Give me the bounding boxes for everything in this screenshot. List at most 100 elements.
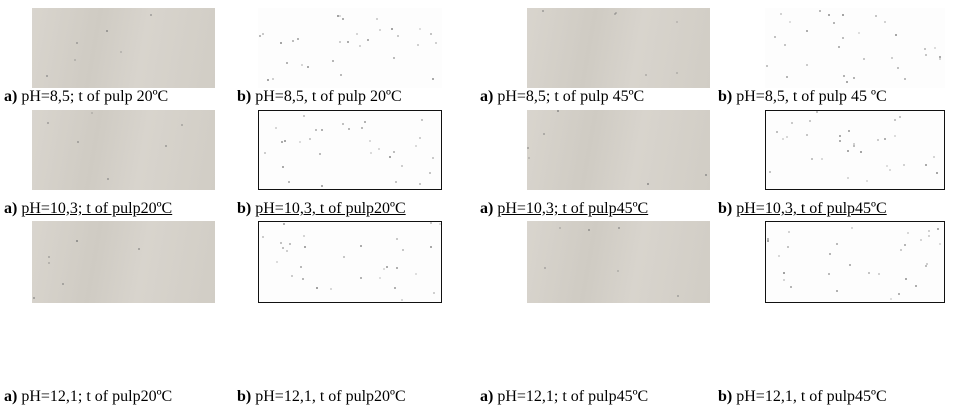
speck	[860, 151, 862, 153]
caption: a)pH=10,3; t of pulp45ºC	[480, 200, 648, 218]
caption-text: pH=10,3; t of pulp45ºC	[497, 200, 648, 217]
speck	[934, 47, 936, 49]
speck	[866, 180, 868, 182]
speck	[259, 35, 261, 37]
speck	[430, 33, 432, 35]
caption-text: pH=12,1, t of pulp45ºC	[736, 388, 886, 405]
speck	[393, 151, 395, 153]
sample-image	[258, 221, 442, 303]
speck	[395, 181, 397, 183]
speck	[364, 121, 366, 123]
speck	[846, 81, 848, 83]
caption-label: b)	[718, 200, 732, 217]
caption: b)pH=10,3, t of pulp20ºC	[237, 200, 406, 218]
speck	[787, 246, 789, 248]
speck	[106, 30, 108, 32]
caption-label: a)	[480, 388, 493, 405]
speck	[618, 227, 620, 229]
speck	[836, 290, 838, 292]
speck	[783, 279, 785, 281]
speck	[895, 34, 897, 36]
sample-image	[765, 110, 945, 190]
caption-text: pH=12,1; t of pulp20ºC	[21, 388, 172, 405]
speck	[342, 123, 344, 125]
speck	[401, 299, 403, 301]
caption: b)pH=8,5, t of pulp 20ºC	[237, 88, 402, 106]
speck	[806, 134, 808, 136]
caption-label: a)	[480, 88, 493, 105]
caption: a)pH=10,3; t of pulp20ºC	[4, 200, 172, 218]
speck	[280, 42, 282, 44]
speck	[429, 172, 431, 174]
speck	[439, 223, 441, 225]
speck	[347, 41, 349, 43]
speck	[394, 287, 396, 289]
speck	[430, 222, 432, 224]
caption: b)pH=12,1, t of pulp45ºC	[718, 388, 887, 406]
caption-text: pH=8,5; t of pulp 45ºC	[497, 88, 644, 105]
speck	[48, 256, 50, 258]
speck	[843, 75, 845, 77]
speck	[348, 128, 350, 130]
speck	[281, 141, 283, 143]
speck	[559, 227, 561, 229]
speck	[291, 275, 293, 277]
speck	[829, 253, 831, 255]
speck	[91, 112, 93, 114]
speck	[415, 145, 417, 147]
speck	[894, 119, 896, 121]
speck	[391, 28, 393, 30]
speck	[790, 286, 792, 288]
speck	[905, 278, 907, 280]
speck	[286, 62, 288, 64]
speck	[886, 165, 888, 167]
speck	[282, 247, 284, 249]
speck	[33, 297, 35, 299]
speck	[62, 283, 64, 285]
speck	[527, 147, 529, 149]
speck	[645, 74, 647, 76]
caption-text: pH=8,5, t of pulp 45 ºC	[736, 88, 886, 105]
speck	[46, 75, 48, 77]
speck	[150, 14, 152, 16]
sample-image	[527, 110, 710, 190]
caption-text: pH=8,5, t of pulp 20ºC	[255, 88, 401, 105]
speck	[369, 140, 371, 142]
speck	[858, 32, 860, 34]
sample-image	[32, 110, 215, 190]
speck	[816, 111, 818, 113]
speck	[528, 157, 530, 159]
caption-label: b)	[237, 200, 251, 217]
speck	[393, 57, 395, 59]
speck	[783, 272, 785, 274]
speck	[138, 248, 140, 250]
speck	[74, 59, 76, 61]
speck	[868, 272, 870, 274]
speck	[435, 42, 437, 44]
speck	[339, 15, 341, 17]
speck	[780, 13, 782, 15]
speck	[302, 278, 304, 280]
speck	[272, 78, 274, 80]
speck	[419, 137, 421, 139]
speck	[863, 58, 865, 60]
speck	[120, 51, 122, 53]
speck	[767, 240, 769, 242]
speck	[297, 38, 299, 40]
speck	[299, 141, 301, 143]
speck	[766, 65, 768, 67]
speck	[401, 165, 403, 167]
speck	[897, 67, 899, 69]
speck	[819, 10, 821, 12]
speck	[383, 268, 385, 270]
speck	[262, 236, 264, 238]
speck	[286, 250, 288, 252]
speck	[307, 66, 309, 68]
speck	[379, 29, 381, 31]
speck	[875, 15, 877, 17]
speck	[847, 177, 849, 179]
sample-image	[32, 221, 215, 303]
speck	[842, 14, 844, 16]
speck	[939, 243, 941, 245]
speck	[784, 44, 786, 46]
